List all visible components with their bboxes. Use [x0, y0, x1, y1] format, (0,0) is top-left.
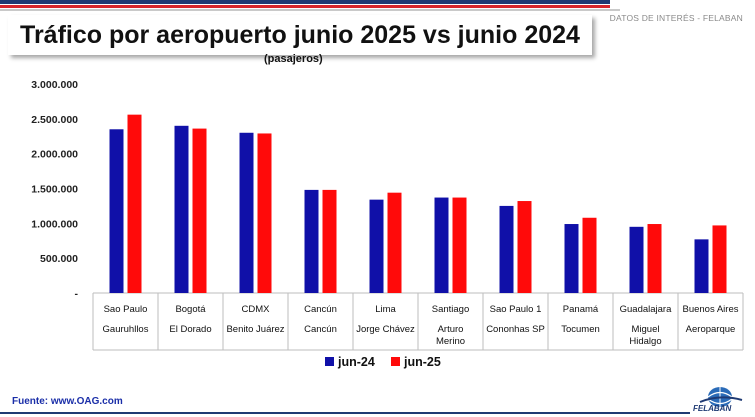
y-tick-label: 2.000.000 [31, 149, 78, 161]
category-label: Sao Paulo [104, 304, 148, 315]
legend-swatch-jun-24 [325, 357, 334, 366]
y-tick-label: 500.000 [40, 253, 78, 265]
category-label: Lima [375, 304, 396, 315]
bar-jun-24 [434, 197, 449, 293]
category-label: Jorge Chávez [356, 324, 415, 335]
category-label: Cancún [304, 324, 337, 335]
bar-jun-25 [387, 192, 402, 293]
y-tick-label: 1.500.000 [31, 184, 78, 196]
source-note: Fuente: www.OAG.com [12, 396, 123, 407]
bar-jun-25 [517, 201, 532, 293]
category-label: Sao Paulo 1 [490, 304, 542, 315]
title-box: Tráfico por aeropuerto junio 2025 vs jun… [8, 15, 592, 55]
legend-swatch-jun-25 [391, 357, 400, 366]
y-tick-label: 3.000.000 [31, 79, 78, 91]
category-label: El Dorado [169, 324, 211, 335]
top-decoration [0, 0, 755, 12]
category-label: Benito Juárez [226, 324, 284, 335]
bar-jun-24 [304, 189, 319, 293]
category-label: Cancún [304, 304, 337, 315]
header-source-tag: DATOS DE INTERÉS - FELABAN [609, 13, 743, 23]
logo-text: FELABAN [693, 404, 732, 413]
bar-jun-24 [564, 224, 579, 293]
category-label: Miguel [632, 324, 660, 335]
category-label: Merino [436, 336, 465, 347]
y-tick-label: 1.000.000 [31, 218, 78, 230]
top-gray-stripe [0, 9, 620, 11]
bar-jun-24 [369, 199, 384, 293]
bottom-line [0, 412, 690, 414]
bar-jun-24 [239, 132, 254, 293]
category-label: Guadalajara [620, 304, 672, 315]
y-tick-label: - [75, 288, 79, 300]
bar-jun-24 [694, 239, 709, 293]
bar-jun-24 [629, 226, 644, 293]
bar-jun-25 [257, 133, 272, 293]
top-navy-stripe [0, 0, 610, 4]
bar-jun-25 [712, 225, 727, 293]
bar-jun-25 [127, 114, 142, 293]
category-label: Cononhas SP [486, 324, 545, 335]
legend-label-jun-24: jun-24 [337, 355, 375, 369]
category-label: Bogotá [175, 304, 206, 315]
category-label: Buenos Aires [683, 304, 739, 315]
category-label: Panamá [563, 304, 599, 315]
felaban-globe-logo [699, 387, 743, 407]
category-label: Santiago [432, 304, 470, 315]
category-label: CDMX [242, 304, 271, 315]
legend-label-jun-25: jun-25 [403, 355, 441, 369]
category-label: Hidalgo [629, 336, 661, 347]
chart-subtitle: (pasajeros) [264, 53, 323, 65]
chart-title: Tráfico por aeropuerto junio 2025 vs jun… [20, 21, 580, 49]
top-red-stripe [0, 5, 610, 8]
bar-jun-25 [452, 197, 467, 293]
category-label: Arturo [438, 324, 464, 335]
y-tick-label: 2.500.000 [31, 114, 78, 126]
bar-jun-24 [109, 129, 124, 293]
bar-jun-24 [174, 125, 189, 293]
bar-jun-25 [322, 189, 337, 293]
category-label: Aeroparque [686, 324, 736, 335]
bar-jun-25 [192, 128, 207, 293]
category-label: Tocumen [561, 324, 600, 335]
category-label: Gauruhllos [103, 324, 149, 335]
bar-jun-24 [499, 205, 514, 293]
bar-jun-25 [582, 217, 597, 293]
bar-jun-25 [647, 224, 662, 293]
